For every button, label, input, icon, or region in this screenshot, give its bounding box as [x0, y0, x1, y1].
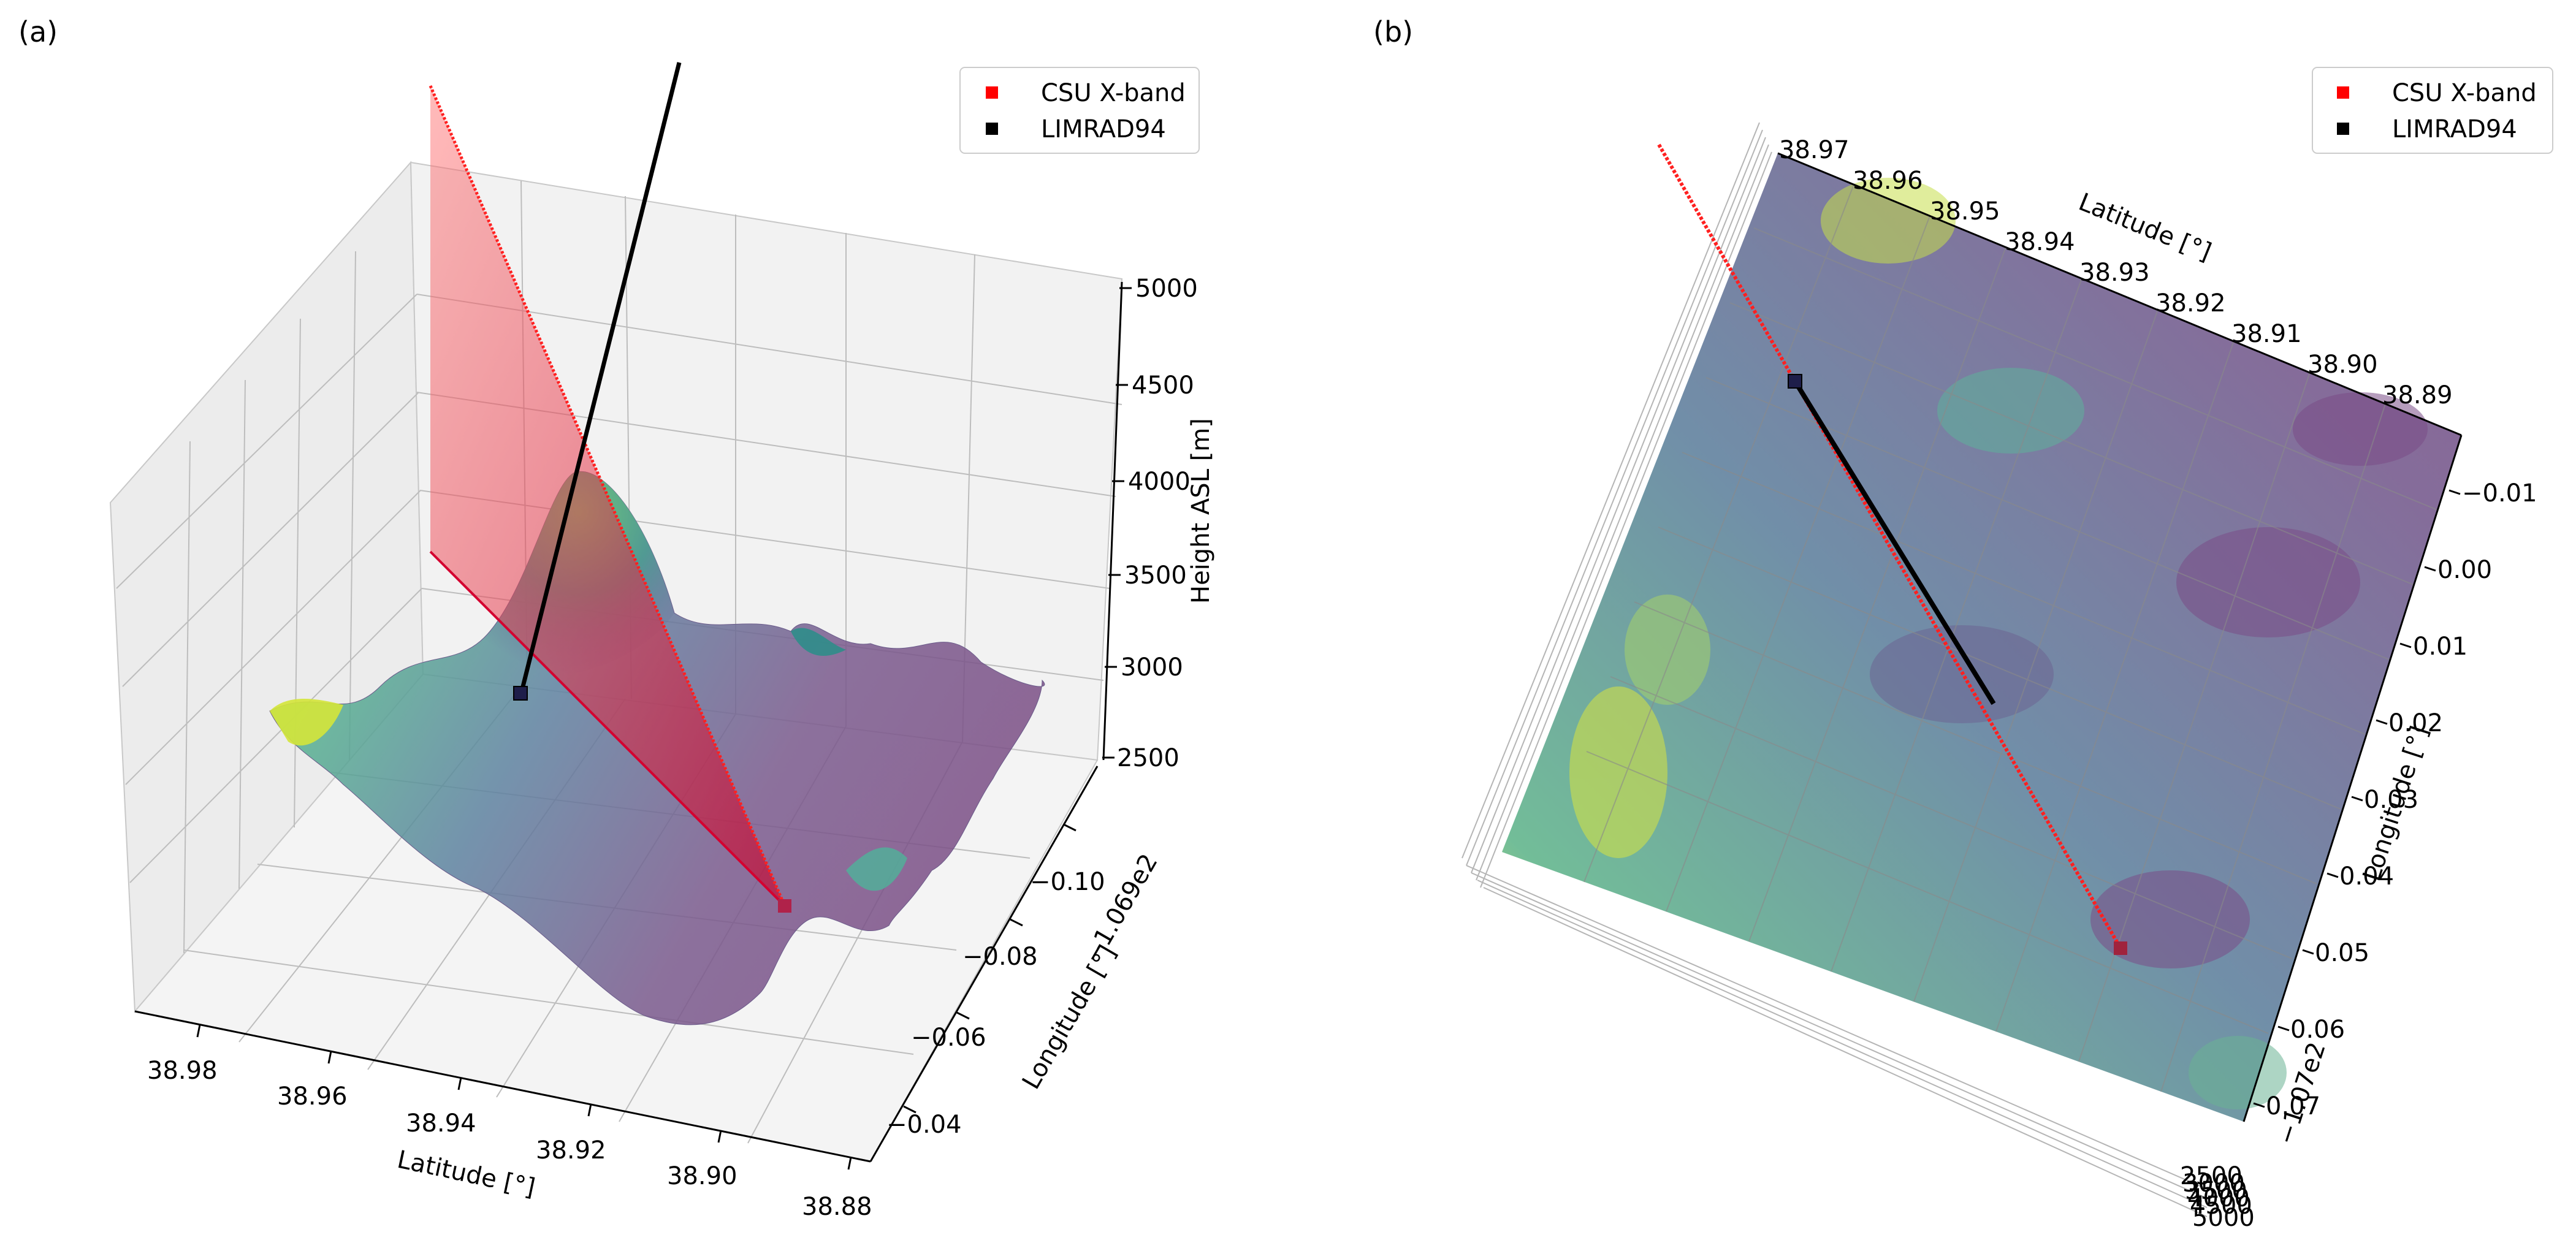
y-tick-label: 0.04: [2339, 862, 2394, 891]
z-tick-label: 4500: [1132, 371, 1194, 400]
z-axis-a: 5000 4500 4000 3500 3000 2500 Height ASL…: [1102, 275, 1215, 772]
z-tick-label: 3000: [1121, 653, 1183, 682]
surface-patches-b: [1569, 178, 2428, 1109]
z-tick-label: 4000: [2187, 1184, 2250, 1212]
x-tick-label: 38.90: [667, 1162, 737, 1190]
z-tick-label: 4500: [2190, 1192, 2252, 1220]
y-tick-label: 0.03: [2364, 786, 2418, 814]
x-tick-label: 38.96: [277, 1082, 348, 1111]
legend-label-radar: CSU X-band: [2392, 79, 2537, 107]
x-tick-label: 38.97: [1779, 136, 1850, 164]
panel-b: (b): [1373, 15, 2553, 1232]
legend-swatch-radar: [2337, 86, 2349, 99]
y-tick-label: 0.06: [2290, 1016, 2345, 1044]
z-tick-label: 2500: [2180, 1162, 2243, 1190]
legend-label-lidar: LIMRAD94: [2392, 115, 2517, 143]
grid-b: [1583, 184, 2438, 1092]
legend-swatch-lidar: [2337, 123, 2349, 135]
z-tick-label: 4000: [1128, 468, 1191, 496]
x-tick-label: 38.95: [1930, 197, 2000, 226]
x-tick-label: 38.94: [406, 1109, 476, 1138]
legend-swatch-lidar: [986, 123, 998, 135]
legend-label-radar: CSU X-band: [1041, 79, 1186, 107]
x-tick-label: 38.92: [536, 1136, 606, 1165]
radar-scan-trace-b: [1657, 143, 2122, 949]
y-tick-label: 0.00: [2437, 556, 2492, 584]
lidar-beam-a: [519, 62, 682, 694]
y-tick-label: −0.04: [886, 1111, 962, 1139]
y-tick-label: −0.08: [962, 943, 1038, 971]
z-tick-label: 5000: [2192, 1204, 2255, 1232]
x-tick-label: 38.90: [2307, 351, 2378, 379]
radar-scan-base: [429, 550, 786, 907]
lidar-marker-b: [1788, 374, 1802, 389]
x-tick-label: 38.96: [1853, 167, 1923, 195]
legend-a: CSU X-band LIMRAD94: [959, 67, 1200, 154]
x-tick-label: 38.98: [147, 1057, 218, 1085]
z-tick-label: 2500: [1117, 744, 1179, 772]
radar-marker-a: [778, 899, 791, 913]
panel-a: (a): [18, 15, 1215, 1221]
panel-label-a: (a): [18, 15, 58, 48]
x-axis-label-a: Latitude [°]: [395, 1146, 538, 1203]
x-tick-label: 38.94: [2005, 228, 2075, 256]
z-axis-label-a: Height ASL [m]: [1187, 418, 1215, 604]
y-tick-label: −0.10: [1030, 868, 1105, 896]
y-tick-label: 0.01: [2413, 633, 2467, 661]
box-edges-b: [1461, 122, 2208, 1217]
panel-label-b: (b): [1373, 15, 1413, 48]
lidar-marker-a: [513, 686, 528, 701]
y-offset-text-a: −1.069e2: [1078, 849, 1164, 968]
z-tick-label: 3000: [2182, 1169, 2245, 1198]
x-axis-label-b: Latitude [°]: [2075, 188, 2215, 267]
x-tick-label: 38.89: [2382, 381, 2453, 409]
x-tick-label: 38.93: [2079, 259, 2150, 287]
y-tick-label: −0.01: [2462, 479, 2537, 508]
z-tick-label: 3500: [1124, 561, 1187, 590]
radar-marker-b: [2114, 941, 2127, 955]
radar-scan-edge: [429, 85, 787, 907]
lidar-beam-b: [1793, 379, 1996, 705]
x-tick-label: 38.91: [2231, 320, 2302, 348]
x-tick-label: 38.88: [802, 1193, 872, 1221]
legend-b: CSU X-band LIMRAD94: [2312, 67, 2553, 154]
z-axis-b: 2500 3000 3500 4000 4500 5000: [2180, 1162, 2255, 1232]
legend-swatch-radar: [986, 86, 998, 99]
y-tick-label: 0.05: [2315, 939, 2369, 967]
y-tick-label: 0.02: [2388, 709, 2443, 737]
z-tick-label: 5000: [1135, 275, 1198, 303]
legend-label-lidar: LIMRAD94: [1041, 115, 1166, 143]
z-tick-label: 3500: [2185, 1177, 2247, 1205]
y-tick-label: −0.06: [911, 1024, 986, 1052]
x-tick-label: 38.92: [2155, 289, 2226, 318]
y-tick-label: 0.07: [2266, 1092, 2320, 1120]
